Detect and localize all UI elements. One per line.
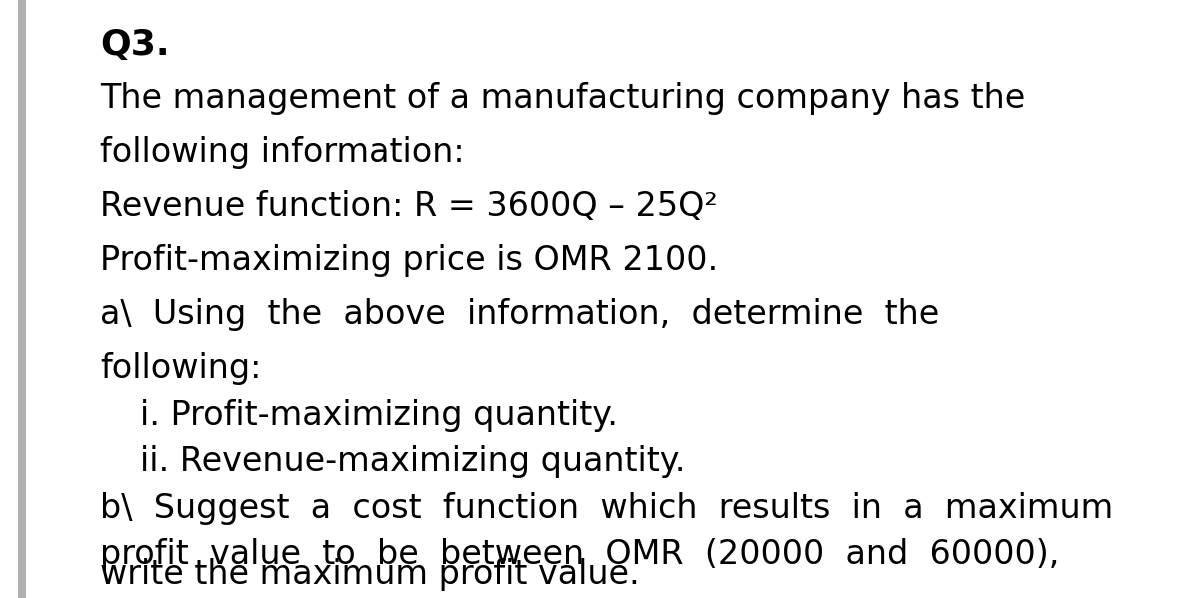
- Text: following information:: following information:: [100, 136, 464, 169]
- Text: a\  Using  the  above  information,  determine  the: a\ Using the above information, determin…: [100, 298, 940, 331]
- Text: b\  Suggest  a  cost  function  which  results  in  a  maximum: b\ Suggest a cost function which results…: [100, 492, 1114, 525]
- Bar: [18, 0, 26, 598]
- Text: following:: following:: [100, 352, 262, 385]
- Text: Profit-maximizing price is OMR 2100.: Profit-maximizing price is OMR 2100.: [100, 244, 719, 277]
- Text: i. Profit-maximizing quantity.: i. Profit-maximizing quantity.: [140, 399, 618, 432]
- Text: write the maximum profit value.: write the maximum profit value.: [100, 558, 640, 591]
- Text: Revenue function: R = 3600Q – 25Q²: Revenue function: R = 3600Q – 25Q²: [100, 190, 718, 223]
- Text: The management of a manufacturing company has the: The management of a manufacturing compan…: [100, 82, 1025, 115]
- Text: Q3.: Q3.: [100, 28, 169, 62]
- Text: profit  value  to  be  between  OMR  (20000  and  60000),: profit value to be between OMR (20000 an…: [100, 538, 1060, 571]
- Text: ii. Revenue-maximizing quantity.: ii. Revenue-maximizing quantity.: [140, 445, 685, 478]
